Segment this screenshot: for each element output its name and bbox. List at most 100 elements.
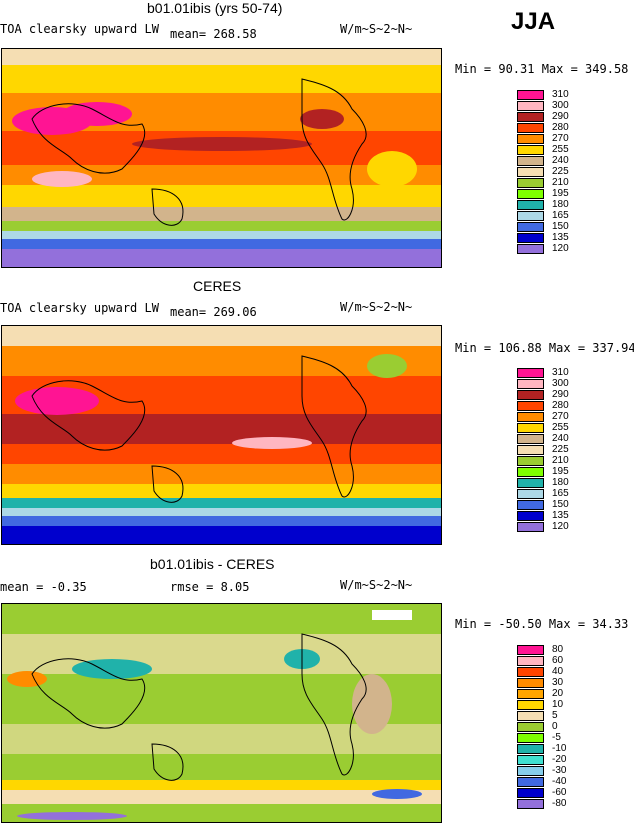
legend-swatch bbox=[517, 755, 544, 765]
legend-swatch bbox=[517, 722, 544, 732]
legend-label: 150 bbox=[552, 221, 569, 232]
legend-swatch bbox=[517, 445, 544, 455]
legend-swatch bbox=[517, 178, 544, 188]
panel3-minmax: Min = -50.50 Max = 34.33 bbox=[455, 617, 629, 631]
legend-label: 180 bbox=[552, 199, 569, 210]
legend-label: 135 bbox=[552, 510, 569, 521]
legend-label: 210 bbox=[552, 177, 569, 188]
legend-label: -20 bbox=[552, 754, 567, 765]
legend-label: 270 bbox=[552, 411, 569, 422]
legend-swatch bbox=[517, 390, 544, 400]
legend-label: 290 bbox=[552, 111, 569, 122]
legend-swatch bbox=[517, 167, 544, 177]
legend-swatch bbox=[517, 522, 544, 532]
legend-label: 255 bbox=[552, 144, 569, 155]
legend-swatch bbox=[517, 123, 544, 133]
legend-swatch bbox=[517, 211, 544, 221]
panel3-map bbox=[1, 603, 442, 823]
legend-label: 225 bbox=[552, 444, 569, 455]
legend-swatch bbox=[517, 423, 544, 433]
legend-label: 165 bbox=[552, 210, 569, 221]
legend-label: 255 bbox=[552, 422, 569, 433]
legend-label: 210 bbox=[552, 455, 569, 466]
legend-label: 135 bbox=[552, 232, 569, 243]
legend-swatch bbox=[517, 678, 544, 688]
panel3-rmse: rmse = 8.05 bbox=[170, 580, 250, 594]
season-label: JJA bbox=[511, 8, 556, 35]
panel1-map bbox=[1, 48, 442, 268]
legend-swatch bbox=[517, 744, 544, 754]
legend-label: 280 bbox=[552, 122, 569, 133]
legend-swatch bbox=[517, 90, 544, 100]
legend-label: -10 bbox=[552, 743, 567, 754]
legend-label: 290 bbox=[552, 389, 569, 400]
legend-label: 310 bbox=[552, 89, 569, 100]
panel2-minmax: Min = 106.88 Max = 337.94 bbox=[455, 341, 634, 355]
legend-label: -60 bbox=[552, 787, 567, 798]
legend-swatch bbox=[517, 456, 544, 466]
legend-swatch bbox=[517, 233, 544, 243]
legend-swatch bbox=[517, 711, 544, 721]
legend-label: 280 bbox=[552, 400, 569, 411]
legend-label: 80 bbox=[552, 644, 564, 655]
legend-swatch bbox=[517, 200, 544, 210]
legend-swatch bbox=[517, 656, 544, 666]
legend-swatch bbox=[517, 379, 544, 389]
legend-swatch bbox=[517, 145, 544, 155]
legend-swatch bbox=[517, 189, 544, 199]
legend-swatch bbox=[517, 511, 544, 521]
legend-swatch bbox=[517, 700, 544, 710]
panel1-units: W/m~S~2~N~ bbox=[340, 22, 413, 36]
legend-label: -30 bbox=[552, 765, 567, 776]
legend-label: 150 bbox=[552, 499, 569, 510]
panel1-minmax: Min = 90.31 Max = 349.58 bbox=[455, 62, 629, 76]
legend-label: 40 bbox=[552, 666, 564, 677]
legend-swatch bbox=[517, 489, 544, 499]
panel2-units: W/m~S~2~N~ bbox=[340, 300, 413, 314]
legend-swatch bbox=[517, 244, 544, 254]
panel3-title: b01.01ibis - CERES bbox=[150, 556, 275, 572]
legend-label: 310 bbox=[552, 367, 569, 378]
legend-swatch bbox=[517, 689, 544, 699]
legend-swatch bbox=[517, 412, 544, 422]
panel2-title: CERES bbox=[193, 278, 242, 294]
panel1-title: b01.01ibis (yrs 50-74) bbox=[147, 0, 283, 16]
panel2-variable: TOA clearsky upward LW bbox=[0, 301, 159, 315]
panel2-mean: mean= 269.06 bbox=[170, 305, 257, 319]
legend-swatch bbox=[517, 766, 544, 776]
legend-label: -40 bbox=[552, 776, 567, 787]
legend-label: 195 bbox=[552, 188, 569, 199]
legend-swatch bbox=[517, 156, 544, 166]
legend-swatch bbox=[517, 799, 544, 809]
legend-swatch bbox=[517, 500, 544, 510]
legend-label: 240 bbox=[552, 155, 569, 166]
legend-label: -80 bbox=[552, 798, 567, 809]
legend-swatch bbox=[517, 434, 544, 444]
legend-label: 120 bbox=[552, 521, 569, 532]
legend-swatch bbox=[517, 478, 544, 488]
legend-label: 270 bbox=[552, 133, 569, 144]
legend-label: -5 bbox=[552, 732, 561, 743]
legend-swatch bbox=[517, 401, 544, 411]
legend-label: 20 bbox=[552, 688, 564, 699]
legend-label: 180 bbox=[552, 477, 569, 488]
legend-label: 0 bbox=[552, 721, 558, 732]
legend-label: 165 bbox=[552, 488, 569, 499]
legend-swatch bbox=[517, 645, 544, 655]
legend-label: 300 bbox=[552, 378, 569, 389]
legend-label: 5 bbox=[552, 710, 558, 721]
legend-label: 240 bbox=[552, 433, 569, 444]
legend-swatch bbox=[517, 101, 544, 111]
legend-swatch bbox=[517, 788, 544, 798]
legend-label: 225 bbox=[552, 166, 569, 177]
legend-swatch bbox=[517, 222, 544, 232]
legend-label: 120 bbox=[552, 243, 569, 254]
legend-label: 300 bbox=[552, 100, 569, 111]
legend-label: 30 bbox=[552, 677, 564, 688]
panel3-units: W/m~S~2~N~ bbox=[340, 578, 413, 592]
legend-swatch bbox=[517, 667, 544, 677]
legend-swatch bbox=[517, 112, 544, 122]
panel1-mean: mean= 268.58 bbox=[170, 27, 257, 41]
legend-label: 195 bbox=[552, 466, 569, 477]
legend-label: 10 bbox=[552, 699, 564, 710]
